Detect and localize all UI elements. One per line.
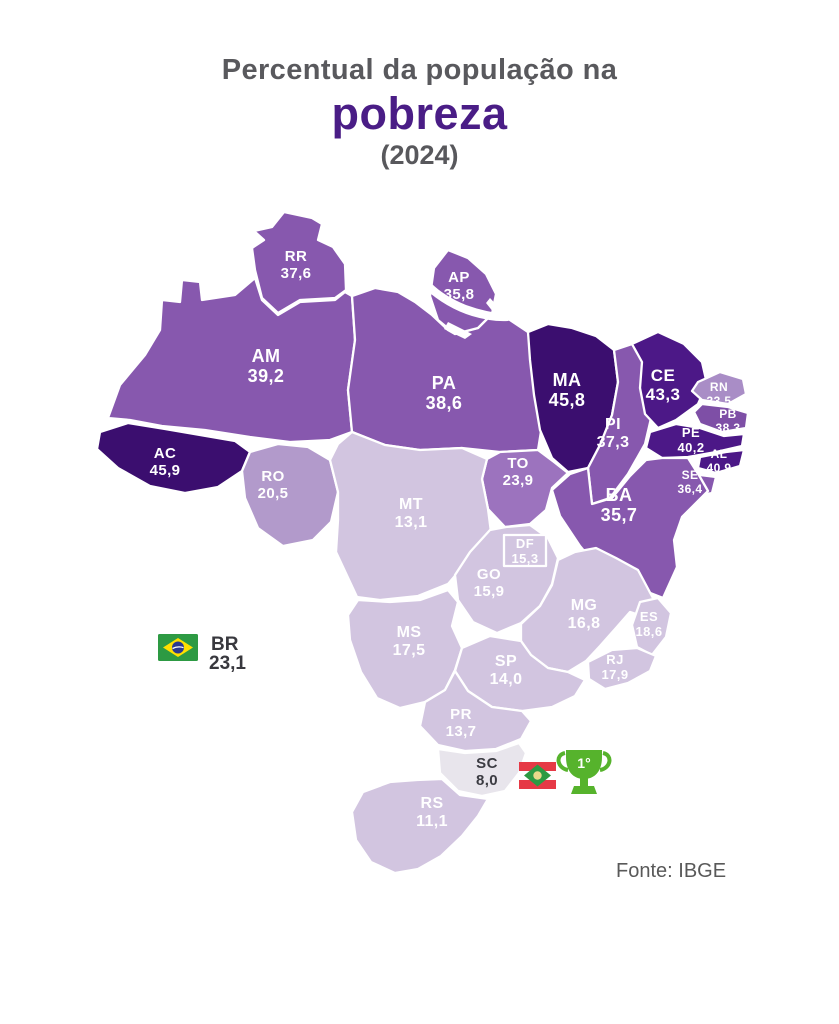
state-value-BA: 35,7 [601, 505, 638, 525]
state-value-AM: 39,2 [248, 366, 285, 386]
state-value-DF: 15,3 [512, 551, 539, 566]
state-code-AP: AP [448, 269, 470, 286]
state-shape-RN [690, 370, 748, 406]
state-value-RO: 20,5 [258, 485, 289, 502]
state-value-PB: 38,3 [716, 421, 741, 435]
state-value-RN: 33,5 [707, 394, 732, 408]
state-shape-RO [240, 442, 340, 548]
state-value-AL: 40,9 [707, 461, 732, 475]
state-shape-DF [502, 533, 548, 568]
state-code-MS: MS [397, 624, 422, 641]
state-value-SP: 14,0 [490, 671, 523, 688]
state-code-CE: CE [651, 366, 675, 385]
state-code-RN: RN [710, 380, 728, 394]
state-code-MT: MT [399, 496, 423, 513]
state-shape-RR [250, 210, 348, 315]
state-shape-AL [696, 448, 746, 475]
state-value-PR: 13,7 [446, 723, 477, 740]
state-value-PI: 37,3 [597, 434, 630, 451]
title-block: Percentual da população na pobreza (2024… [0, 54, 839, 171]
national-code: BR [211, 634, 239, 655]
rank-label: 1° [577, 755, 590, 771]
state-shape-MT [328, 430, 494, 602]
national-legend: BR 23,1 [158, 634, 246, 674]
state-code-RJ: RJ [606, 652, 623, 667]
state-value-MS: 17,5 [393, 642, 426, 659]
state-code-AM: AM [252, 346, 281, 366]
state-shape-RS [350, 777, 490, 875]
state-value-CE: 43,3 [646, 385, 681, 404]
state-code-RS: RS [420, 795, 443, 812]
state-shape-PR [418, 669, 533, 753]
title-highlight: pobreza [331, 88, 508, 139]
state-value-SC: 8,0 [476, 772, 498, 789]
state-shape-CE [630, 330, 709, 430]
santa-catarina-flag-icon [519, 762, 556, 789]
state-value-RR: 37,6 [281, 265, 312, 282]
state-code-PI: PI [605, 416, 621, 433]
title-prefix: Percentual da população na [221, 54, 618, 86]
state-code-GO: GO [477, 566, 501, 583]
state-code-MG: MG [571, 597, 598, 614]
state-value-PE: 40,2 [678, 440, 705, 455]
state-value-GO: 15,9 [474, 583, 505, 600]
state-value-SE: 36,4 [678, 482, 703, 496]
trophy-icon: 1° [556, 750, 612, 794]
state-value-ES: 18,6 [636, 624, 663, 639]
state-code-DF: DF [516, 536, 534, 551]
state-code-RO: RO [261, 468, 284, 485]
states-layer [95, 210, 750, 875]
state-code-SP: SP [495, 653, 517, 670]
first-place-annotation: 1° [519, 750, 612, 794]
state-shape-RJ [586, 646, 658, 691]
state-code-TO: TO [507, 455, 528, 472]
state-value-MA: 45,8 [549, 390, 586, 410]
state-value-PA: 38,6 [426, 393, 463, 413]
state-value-MT: 13,1 [395, 514, 428, 531]
state-code-PB: PB [719, 407, 736, 421]
state-value-AC: 45,9 [150, 462, 181, 479]
state-shape-PE [644, 422, 746, 460]
title-year: (2024) [380, 140, 459, 171]
state-value-TO: 23,9 [503, 472, 534, 489]
state-value-AP: 35,8 [444, 286, 475, 303]
national-value: 23,1 [209, 653, 246, 674]
state-code-BA: BA [606, 485, 633, 505]
state-code-PE: PE [682, 425, 700, 440]
state-code-PA: PA [432, 373, 456, 393]
amazon-river-detail [424, 283, 514, 339]
source-credit: Fonte: IBGE [616, 860, 727, 882]
state-value-RS: 11,1 [416, 813, 448, 830]
state-code-PR: PR [450, 706, 472, 723]
state-code-SC: SC [476, 755, 498, 772]
state-code-RR: RR [285, 248, 307, 265]
state-shape-AM [106, 276, 357, 444]
state-shape-PB [692, 402, 750, 434]
state-code-SE: SE [682, 468, 699, 482]
state-value-RJ: 17,9 [602, 667, 629, 682]
brazil-flag-icon [158, 634, 198, 661]
state-code-AC: AC [154, 445, 176, 462]
state-value-MG: 16,8 [568, 615, 601, 632]
state-code-MA: MA [553, 370, 582, 390]
state-code-AL: AL [711, 447, 728, 461]
state-code-ES: ES [640, 609, 658, 624]
state-shape-ES [630, 596, 673, 657]
